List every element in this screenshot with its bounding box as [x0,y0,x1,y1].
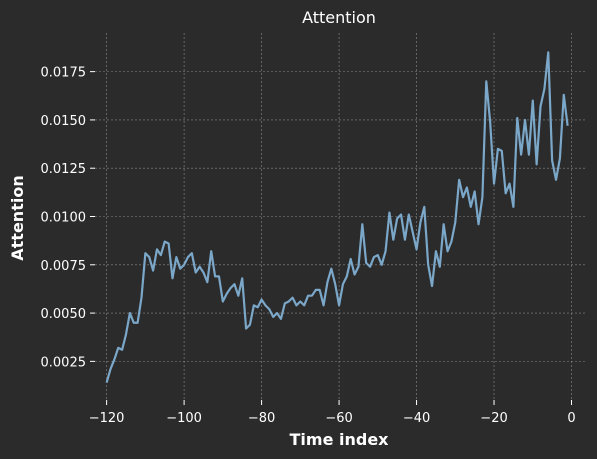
chart-title: Attention [302,8,376,27]
y-axis-label: Attention [8,175,27,260]
x-axis-label: Time index [290,430,390,449]
grid [95,33,587,400]
series-line [105,51,569,383]
y-tick-label: 0.0100 [41,211,87,226]
y-tick-label: 0.0175 [41,66,87,81]
x-tick-label: −120 [89,411,125,426]
y-tick-label: 0.0150 [41,114,87,129]
y-tick-label: 0.0050 [41,307,87,322]
x-tick-label: −40 [403,411,430,426]
x-tick-label: −100 [166,411,202,426]
y-axis-ticks: 0.0025 0.0050 0.0075 0.0100 0.0125 0.0150 0.01… [41,66,95,370]
x-axis-ticks: −120 −100 −80 −60 −40 −20 0 [89,400,576,426]
x-tick-label: −80 [248,411,275,426]
y-tick-label: 0.0025 [41,355,87,370]
y-tick-label: 0.0125 [41,162,87,177]
y-tick-label: 0.0075 [41,259,87,274]
x-tick-label: −60 [325,411,352,426]
x-tick-label: 0 [567,411,575,426]
x-tick-label: −20 [480,411,507,426]
